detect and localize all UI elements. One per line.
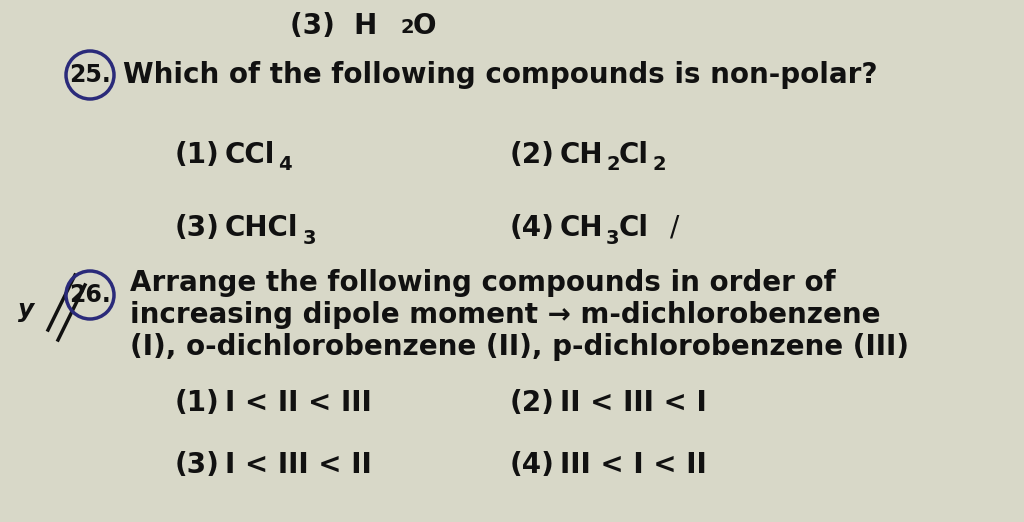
- Text: CHCl: CHCl: [225, 214, 299, 242]
- Text: (1): (1): [175, 389, 220, 417]
- Text: (3)  H: (3) H: [290, 12, 377, 40]
- Text: CH: CH: [560, 141, 603, 169]
- Text: (2): (2): [510, 141, 555, 169]
- Text: 3: 3: [606, 229, 620, 247]
- Text: (3): (3): [175, 214, 220, 242]
- Text: 2: 2: [606, 156, 620, 174]
- Text: 3: 3: [303, 229, 316, 247]
- Text: /: /: [670, 214, 679, 242]
- Text: 2: 2: [400, 18, 414, 37]
- Text: y: y: [18, 298, 34, 322]
- Text: CH: CH: [560, 214, 603, 242]
- Text: (I), o-dichlorobenzene (II), p-dichlorobenzene (III): (I), o-dichlorobenzene (II), p-dichlorob…: [130, 333, 909, 361]
- Text: II < III < I: II < III < I: [560, 389, 707, 417]
- Text: 2: 2: [653, 156, 667, 174]
- Text: Arrange the following compounds in order of: Arrange the following compounds in order…: [130, 269, 836, 297]
- Text: (2): (2): [510, 389, 555, 417]
- Text: Cl: Cl: [618, 141, 649, 169]
- Text: I < III < II: I < III < II: [225, 451, 372, 479]
- Text: I < II < III: I < II < III: [225, 389, 372, 417]
- Text: (3): (3): [175, 451, 220, 479]
- Text: 26.: 26.: [70, 283, 111, 307]
- Text: Which of the following compounds is non-polar?: Which of the following compounds is non-…: [123, 61, 878, 89]
- Text: increasing dipole moment → m-dichlorobenzene: increasing dipole moment → m-dichloroben…: [130, 301, 881, 329]
- Text: (4): (4): [510, 214, 555, 242]
- Text: CCl: CCl: [225, 141, 275, 169]
- Text: Cl: Cl: [618, 214, 649, 242]
- Text: 4: 4: [278, 156, 292, 174]
- Text: III < I < II: III < I < II: [560, 451, 707, 479]
- Text: (1): (1): [175, 141, 220, 169]
- Text: 25.: 25.: [70, 63, 111, 87]
- Text: (4): (4): [510, 451, 555, 479]
- Text: O: O: [413, 12, 436, 40]
